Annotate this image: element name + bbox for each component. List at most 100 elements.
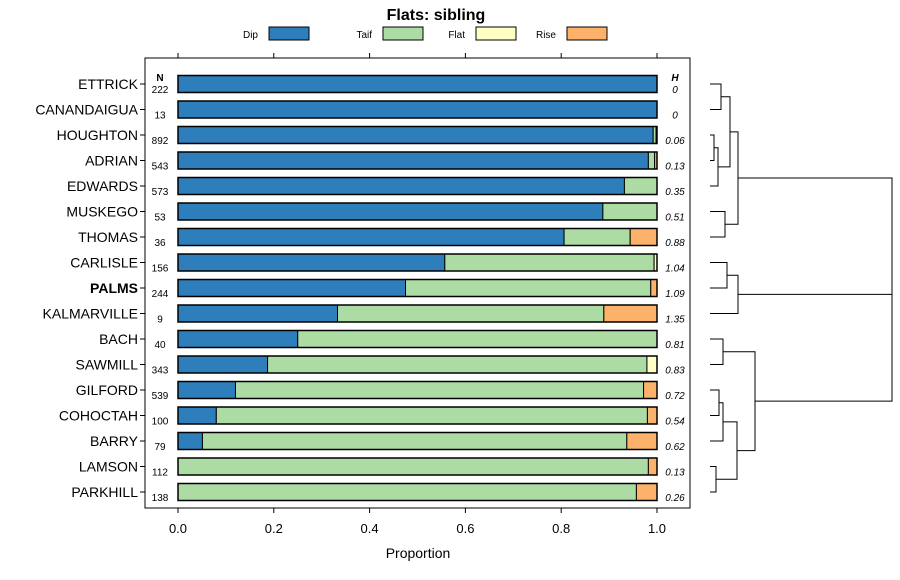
bar-outline — [177, 380, 658, 400]
bars-area — [177, 74, 658, 502]
bar-segment-rise — [626, 432, 658, 450]
h-value: 1.04 — [665, 264, 685, 275]
category-label: PALMS — [90, 280, 138, 296]
legend-label: Rise — [536, 30, 556, 41]
category-label: CARLISLE — [70, 255, 138, 271]
h-value: 0.51 — [665, 213, 684, 224]
h-value: 0.62 — [665, 442, 685, 453]
bar-segment-taif — [602, 202, 658, 221]
dendrogram-branch — [716, 421, 738, 480]
h-value: 0.54 — [665, 417, 685, 428]
h-value: 0.83 — [665, 366, 685, 377]
bar-segment-taif — [201, 432, 628, 450]
n-value: 79 — [154, 442, 166, 453]
dendrogram-branch — [738, 177, 893, 295]
bar-segment-dip — [177, 151, 649, 170]
h-value: 0.13 — [665, 468, 685, 479]
bar-outline — [177, 457, 658, 476]
bar-segment-taif — [405, 279, 652, 297]
bar-segment-dip — [177, 330, 299, 348]
bar-outline — [177, 329, 658, 349]
bar-segment-rise — [629, 228, 658, 246]
bar-segment-dip — [177, 432, 203, 450]
bar-segment-rise — [635, 483, 658, 501]
axes: 0.0 0.2 0.4 0.6 0.8 1.0 ETTRICK 222 0 CANANDAIGUA… — [35, 53, 691, 536]
bar-outline — [177, 431, 658, 451]
bar-segment-taif — [647, 151, 656, 170]
h-value: 0.35 — [665, 187, 685, 198]
bar-segment-taif — [623, 177, 658, 195]
n-value: 343 — [152, 366, 169, 377]
n-value: 244 — [152, 289, 169, 300]
bar-segment-dip — [177, 228, 565, 246]
category-label: COHOCTAH — [59, 408, 138, 424]
dendrogram-branch — [755, 236, 893, 402]
dendrogram-branch — [710, 83, 722, 110]
dendrogram-branch — [723, 351, 756, 452]
legend-label: Dip — [243, 30, 258, 41]
dendrogram-branch — [710, 274, 739, 314]
n-column-header: N — [156, 73, 163, 84]
dendrogram-branch — [710, 134, 715, 161]
x-tick-label: 0.2 — [265, 521, 283, 536]
legend-label: Flat — [448, 30, 465, 41]
n-value: 40 — [154, 340, 166, 351]
bar-segment-dip — [177, 126, 654, 144]
legend: Dip Taif Flat Rise — [243, 26, 608, 41]
category-label: SAWMILL — [76, 357, 139, 373]
category-label: ADRIAN — [85, 153, 138, 169]
bar-segment-taif — [563, 228, 631, 246]
n-value: 222 — [152, 85, 169, 96]
category-label: CANANDAIGUA — [35, 102, 138, 118]
h-value: 0.72 — [665, 391, 685, 402]
bar-segment-dip — [177, 355, 269, 374]
bar-segment-rise — [646, 406, 658, 425]
x-axis-label: Proportion — [386, 545, 451, 561]
bar-segment-dip — [177, 202, 604, 221]
category-label: EDWARDS — [67, 178, 138, 194]
h-value: 0.26 — [665, 493, 685, 504]
bar-segment-dip — [177, 304, 339, 323]
legend-swatch — [475, 26, 517, 41]
bar-outline — [177, 227, 658, 247]
plot-panel — [144, 57, 691, 509]
h-value: 1.35 — [665, 315, 685, 326]
bar-segment-dip — [177, 381, 236, 399]
category-label: BARRY — [90, 433, 139, 449]
bar-segment-rise — [603, 304, 658, 323]
bar-segment-rise — [647, 457, 658, 476]
category-label: ETTRICK — [78, 76, 139, 92]
bar-segment-taif — [215, 406, 648, 425]
category-label: PARKHILL — [71, 484, 138, 500]
x-tick-label: 0.6 — [456, 521, 474, 536]
bar-outline — [177, 253, 658, 272]
bar-segment-dip — [177, 100, 658, 119]
h-value: 0 — [672, 85, 678, 96]
bar-segment-dip — [177, 75, 658, 93]
bar-outline — [177, 151, 658, 170]
n-value: 543 — [152, 162, 169, 173]
legend-label: Taif — [356, 30, 372, 41]
dendrogram-branch — [710, 389, 720, 416]
bar-segment-taif — [337, 304, 605, 323]
n-value: 9 — [157, 315, 163, 326]
bar-outline — [177, 176, 658, 196]
legend-swatch — [268, 26, 310, 41]
bar-segment-dip — [177, 253, 446, 272]
legend-swatch — [566, 26, 608, 41]
x-tick-label: 1.0 — [648, 521, 666, 536]
bar-outline — [177, 202, 658, 221]
x-tick-label: 0.4 — [361, 521, 379, 536]
bar-segment-taif — [177, 483, 637, 501]
bar-outline — [177, 125, 658, 145]
bar-segment-taif — [444, 253, 655, 272]
n-value: 573 — [152, 187, 169, 198]
n-value: 138 — [152, 493, 169, 504]
bar-outline — [177, 355, 658, 374]
category-label: THOMAS — [78, 229, 138, 245]
category-label: GILFORD — [76, 382, 138, 398]
dendrogram-branch — [710, 466, 717, 493]
x-tick-label: 0.0 — [169, 521, 187, 536]
dendrogram-branch — [718, 96, 731, 168]
